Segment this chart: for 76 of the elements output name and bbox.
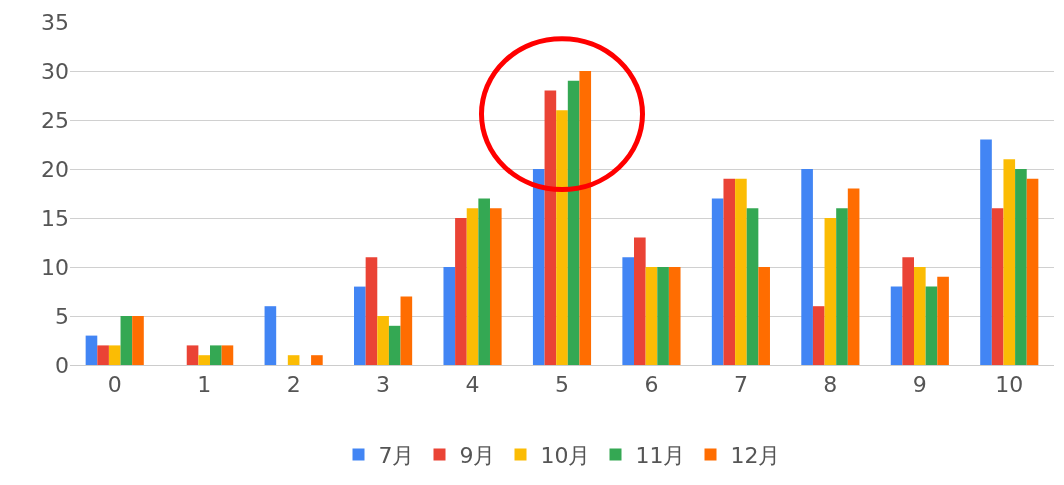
bar	[914, 267, 926, 365]
bar	[622, 257, 635, 365]
legend-label: 9月	[459, 442, 496, 468]
bar	[97, 345, 109, 365]
x-tick-label: 2	[286, 372, 301, 398]
bar	[489, 208, 502, 365]
bar	[812, 306, 825, 365]
bar	[634, 237, 646, 365]
bar	[478, 198, 490, 365]
bar	[980, 139, 992, 365]
bar	[210, 345, 222, 365]
legend-label: 10月	[540, 442, 591, 468]
x-tick-label: 8	[823, 372, 838, 398]
bar	[836, 208, 848, 365]
bar	[657, 267, 669, 365]
bar	[311, 355, 323, 365]
x-tick-label: 9	[912, 372, 927, 398]
bar	[532, 169, 545, 365]
bar	[925, 286, 938, 365]
bar	[579, 71, 592, 365]
y-tick-label: 0	[55, 352, 69, 378]
legend-label: 12月	[730, 442, 781, 468]
bar	[264, 306, 277, 365]
bar	[711, 198, 724, 365]
legend-label: 7月	[378, 442, 415, 468]
bar	[377, 316, 389, 365]
y-tick-label: 10	[41, 254, 69, 280]
x-tick-label: 10	[995, 372, 1024, 398]
bar	[365, 257, 378, 365]
bar	[354, 286, 366, 365]
bar	[132, 316, 144, 365]
bar	[466, 208, 479, 365]
bar	[991, 208, 1004, 365]
bar	[668, 267, 681, 365]
bar	[937, 276, 949, 365]
x-tick-label: 6	[644, 372, 659, 398]
bar	[443, 267, 456, 365]
bar	[388, 325, 401, 365]
bar	[120, 316, 133, 365]
bar	[890, 286, 903, 365]
bar	[801, 169, 813, 365]
legend-label: 11月	[635, 442, 686, 468]
bar	[645, 267, 658, 365]
bar	[186, 345, 199, 365]
bar	[758, 267, 770, 365]
bar	[287, 355, 300, 365]
y-tick-label: 20	[41, 156, 69, 182]
bar	[1003, 159, 1016, 365]
y-tick-label: 30	[41, 58, 69, 84]
bar	[544, 90, 557, 365]
bar	[1015, 169, 1027, 365]
bar	[221, 345, 234, 365]
bar	[735, 178, 747, 365]
x-tick-label: 7	[733, 372, 748, 398]
x-tick-label: 5	[555, 372, 569, 398]
y-tick-label: 25	[41, 107, 69, 133]
bar	[400, 296, 413, 365]
bar	[746, 208, 759, 365]
bar	[1026, 178, 1039, 365]
x-tick-label: 3	[376, 372, 391, 398]
bar	[198, 355, 210, 365]
bar	[108, 345, 121, 365]
bar	[847, 188, 860, 365]
bar	[85, 335, 98, 365]
bar	[567, 80, 580, 365]
x-tick-label: 0	[107, 372, 122, 398]
y-tick-label: 15	[41, 205, 69, 231]
bar	[455, 218, 467, 365]
bar	[824, 218, 837, 365]
bar	[556, 110, 568, 365]
y-tick-label: 35	[41, 9, 69, 35]
x-tick-label: 1	[197, 372, 212, 398]
x-tick-label: 4	[465, 372, 480, 398]
bar	[723, 178, 736, 365]
bar	[902, 257, 914, 365]
y-tick-label: 5	[55, 303, 69, 329]
